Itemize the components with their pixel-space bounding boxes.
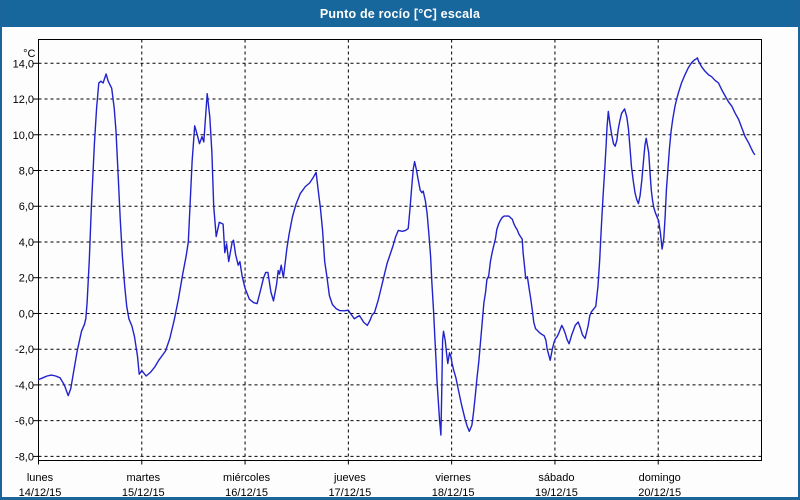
axis-label-layer: 14,0 12,0 10,0 8,0 6,0 4,0 2,0 0,0 -2,0 -4,0 -6,0 -… bbox=[13, 58, 682, 499]
x-axis-day-label: jueves bbox=[333, 472, 366, 484]
y-axis-tick-label: 6,0 bbox=[19, 201, 34, 213]
chart-title: Punto de rocío [°C] escala bbox=[319, 6, 481, 21]
x-axis-date-label: 20/12/15 bbox=[638, 487, 681, 499]
x-axis-date-label: 16/12/15 bbox=[225, 487, 268, 499]
x-axis-day-label: domingo bbox=[639, 472, 681, 484]
y-axis-tick-label: 10,0 bbox=[13, 130, 34, 142]
x-axis-date-label: 17/12/15 bbox=[328, 487, 371, 499]
plot-border bbox=[38, 39, 762, 461]
y-axis-unit-label: °C bbox=[23, 48, 35, 60]
y-axis-tick-label: 0,0 bbox=[19, 308, 34, 320]
x-axis-date-label: 19/12/15 bbox=[535, 487, 578, 499]
x-axis-day-label: sábado bbox=[538, 472, 574, 484]
grid-layer bbox=[38, 39, 762, 461]
x-axis-day-label: lunes bbox=[27, 472, 54, 484]
chart-title-bar: Punto de rocío [°C] escala bbox=[2, 0, 798, 27]
y-axis-tick-label: -8,0 bbox=[15, 451, 34, 463]
y-axis-tick-label: 2,0 bbox=[19, 273, 34, 285]
y-axis-tick-label: -2,0 bbox=[15, 344, 34, 356]
x-axis-date-label: 18/12/15 bbox=[432, 487, 475, 499]
x-axis-day-label: viernes bbox=[435, 472, 471, 484]
y-axis-tick-label: 12,0 bbox=[13, 94, 34, 106]
y-axis-tick-label: -4,0 bbox=[15, 380, 34, 392]
x-axis-day-label: miércoles bbox=[223, 472, 271, 484]
y-axis-tick-label: 4,0 bbox=[19, 237, 34, 249]
dewpoint-series-line bbox=[37, 57, 756, 436]
x-axis-date-label: 15/12/15 bbox=[122, 487, 165, 499]
y-axis-tick-label: 8,0 bbox=[19, 166, 34, 178]
x-axis-date-label: 14/12/15 bbox=[19, 487, 62, 499]
y-axis-tick-label: -6,0 bbox=[15, 416, 34, 428]
tick-layer bbox=[33, 62, 659, 465]
x-axis-day-label: martes bbox=[126, 472, 160, 484]
y-axis-tick-label: 14,0 bbox=[13, 58, 34, 70]
